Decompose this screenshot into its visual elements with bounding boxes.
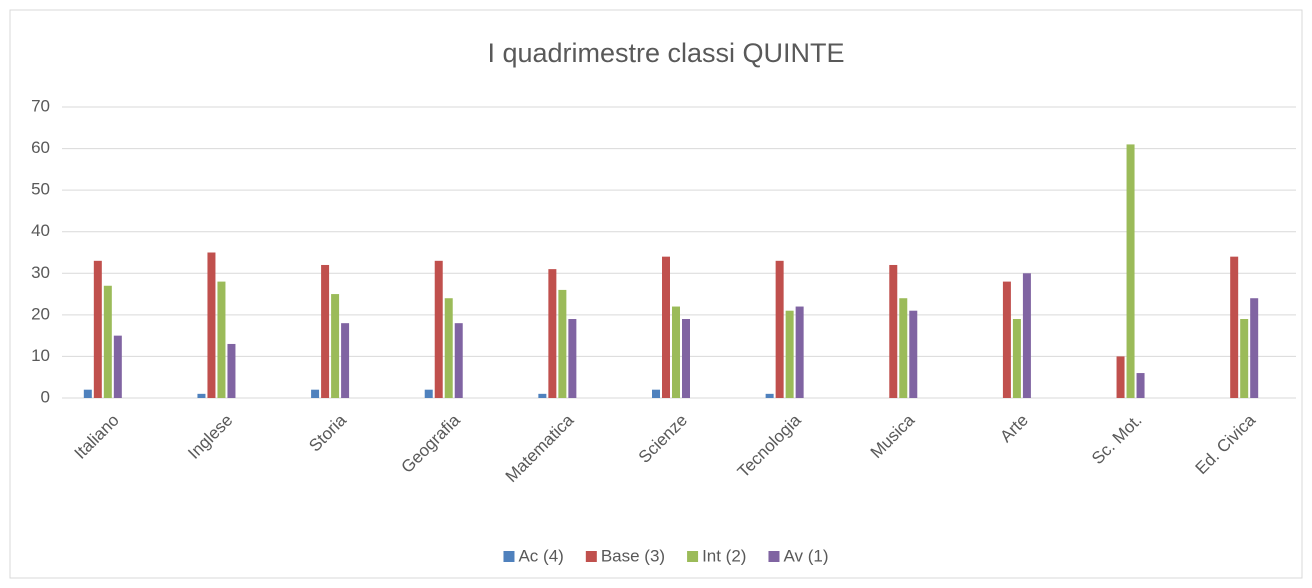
bar (765, 393, 774, 398)
legend-swatch (768, 551, 780, 562)
bar (889, 264, 898, 398)
bar (311, 389, 320, 398)
bar (103, 285, 112, 398)
y-tick-label: 50 (31, 180, 50, 199)
y-tick-label: 70 (31, 96, 50, 115)
bar (682, 319, 690, 398)
bar (548, 269, 557, 398)
bar (785, 310, 794, 398)
bar (434, 260, 443, 398)
bar (424, 389, 433, 398)
bar (227, 343, 236, 398)
bar (207, 252, 216, 398)
bar (1250, 298, 1259, 398)
y-tick-label: 0 (41, 387, 50, 406)
bar (538, 393, 547, 398)
bar (899, 298, 908, 398)
bar (775, 260, 784, 398)
bar (558, 289, 567, 398)
bar (321, 264, 330, 398)
legend-label: Int (2) (702, 546, 746, 565)
bar (1240, 319, 1249, 398)
bar (331, 294, 340, 398)
y-tick-label: 20 (31, 304, 50, 323)
bar (662, 256, 670, 398)
bar (1136, 373, 1145, 398)
chart-title: I quadrimestre classi QUINTE (487, 38, 844, 68)
bar (113, 335, 122, 398)
bar (341, 323, 350, 398)
legend-label: Ac (4) (518, 546, 563, 565)
bar (1126, 144, 1135, 398)
bar (1230, 256, 1239, 398)
bar (83, 389, 92, 398)
y-tick-label: 40 (31, 221, 50, 240)
bar (197, 393, 206, 398)
y-tick-label: 10 (31, 346, 50, 365)
legend-label: Base (3) (601, 546, 665, 565)
bar (672, 306, 680, 398)
legend-swatch (503, 551, 515, 562)
bar (568, 319, 577, 398)
bar (217, 281, 226, 398)
bar (93, 260, 102, 398)
bar (795, 306, 804, 398)
y-tick-label: 30 (31, 263, 50, 282)
y-tick-label: 60 (31, 138, 50, 157)
bar (652, 389, 660, 398)
bar (444, 298, 453, 398)
bar (454, 323, 463, 398)
legend-swatch (687, 551, 699, 562)
bar (909, 310, 918, 398)
bar (1002, 281, 1011, 398)
chart-border (9, 9, 1303, 579)
bar (1022, 273, 1031, 398)
bar (1012, 319, 1021, 398)
legend-label: Av (1) (783, 546, 828, 565)
bar (1116, 356, 1125, 398)
legend-swatch (585, 551, 597, 562)
